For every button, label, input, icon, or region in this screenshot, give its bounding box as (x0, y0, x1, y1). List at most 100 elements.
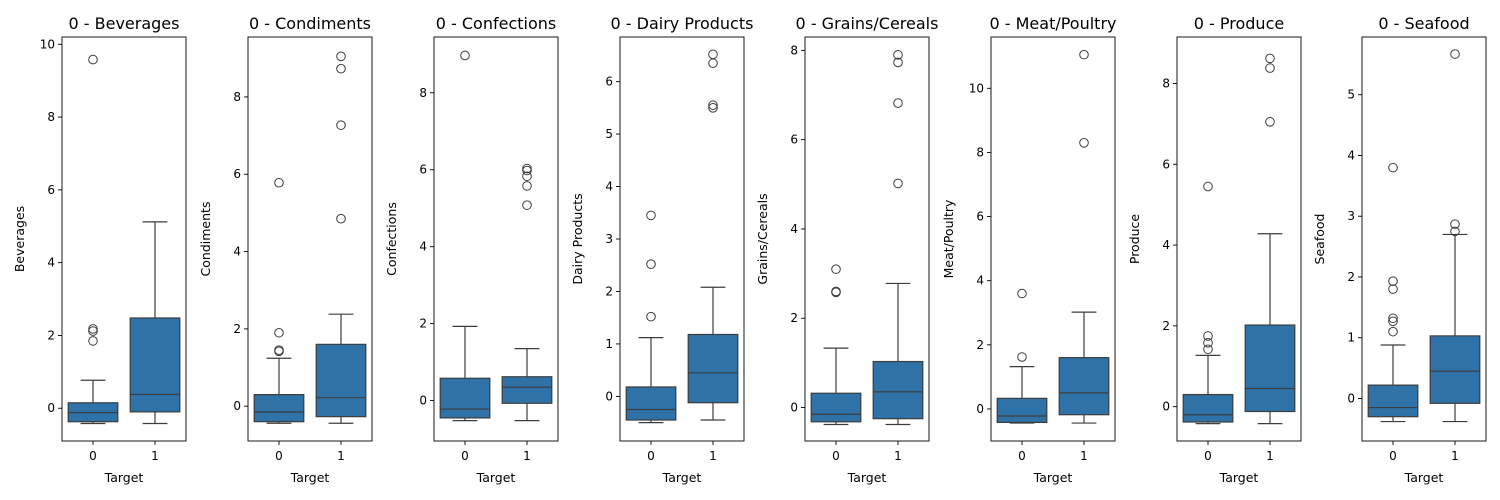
subplot-title: 0 - Grains/Cereals (796, 14, 939, 33)
box-group (67, 54, 119, 425)
y-tick-label: 2 (233, 322, 241, 336)
x-tick-label: 0 (1204, 449, 1212, 463)
y-tick-label: 4 (605, 180, 613, 194)
y-axis-label: Grains/Cereals (755, 193, 770, 284)
outlier-point (88, 326, 98, 336)
outlier-point (274, 177, 284, 188)
box (996, 397, 1048, 424)
y-tick-label: 4 (47, 256, 55, 270)
box-group (1058, 49, 1110, 424)
box (439, 377, 491, 419)
axes-frame (247, 36, 373, 442)
x-tick-label: 1 (1080, 449, 1088, 463)
box-group (996, 288, 1048, 424)
box-group (439, 50, 491, 422)
box-group (501, 163, 553, 422)
subplot-2: 0 2 4 6 8 0 1 0 - Confections Target Confections (384, 14, 559, 485)
y-tick-label: 10 (969, 81, 984, 95)
outlier-point (1017, 352, 1027, 362)
subplot-title: 0 - Seafood (1378, 14, 1469, 33)
box (1367, 384, 1419, 418)
box (872, 360, 924, 420)
subplot-5: 0 2 4 6 8 10 0 1 0 - Meat/Poultry Target Meat/Poul… (941, 14, 1117, 485)
outlier-point (708, 100, 718, 111)
box (1429, 335, 1481, 404)
outlier-point (1079, 138, 1089, 148)
x-tick-label: 0 (461, 449, 469, 463)
outlier-point (522, 200, 532, 210)
x-axis-label: Target (1033, 470, 1073, 485)
y-tick-label: 2 (47, 328, 55, 342)
outlier-point (893, 178, 903, 189)
box-group (1429, 49, 1481, 423)
outlier-point (1265, 117, 1275, 127)
axes-frame (1176, 36, 1302, 442)
x-tick-label: 1 (151, 449, 159, 463)
outlier-point (646, 259, 656, 269)
y-tick-label: 0 (233, 399, 241, 413)
axes-frame (433, 36, 559, 442)
outlier-point (1203, 331, 1213, 341)
x-tick-label: 0 (1389, 449, 1397, 463)
y-axis-label: Confections (384, 202, 399, 276)
box-group (687, 49, 739, 421)
axes-frame (61, 36, 187, 442)
box (129, 317, 181, 413)
x-tick-label: 1 (1451, 449, 1459, 463)
outlier-point (1388, 326, 1398, 337)
y-tick-label: 6 (1162, 157, 1170, 171)
outlier-point (522, 165, 532, 176)
y-tick-label: 4 (419, 240, 427, 254)
outlier-point (1388, 313, 1398, 324)
x-tick-label: 0 (647, 449, 655, 463)
outlier-point (893, 57, 903, 68)
box-group (1367, 162, 1419, 423)
outlier-point (646, 210, 656, 221)
x-tick-label: 1 (337, 449, 345, 463)
outlier-point (522, 181, 532, 191)
y-axis-label: Seafood (1312, 214, 1327, 265)
outlier-point (1203, 181, 1213, 192)
y-tick-label: 2 (790, 311, 798, 325)
outlier-point (1017, 288, 1027, 299)
y-tick-label: 6 (605, 75, 613, 89)
box (1182, 393, 1234, 423)
outlier-point (1450, 226, 1460, 237)
outlier-point (522, 163, 532, 174)
box-group (625, 210, 677, 424)
x-axis-label: Target (104, 470, 144, 485)
box (810, 392, 862, 423)
outlier-point (708, 58, 718, 69)
outlier-point (88, 336, 98, 346)
outlier-point (274, 345, 284, 355)
y-tick-label: 8 (47, 110, 55, 124)
y-axis-label: Condiments (198, 202, 213, 277)
y-tick-label: 1 (1347, 331, 1355, 345)
outlier-point (88, 324, 98, 334)
box (687, 333, 739, 404)
outlier-point (1203, 344, 1213, 355)
outlier-point (1388, 162, 1398, 173)
subplot-title: 0 - Beverages (69, 14, 180, 33)
x-tick-label: 1 (1266, 449, 1274, 463)
box (501, 376, 553, 404)
x-axis-label: Target (1219, 470, 1259, 485)
box (315, 343, 367, 418)
outlier-point (893, 50, 903, 60)
x-axis-label: Target (290, 470, 330, 485)
y-axis-label: Produce (1127, 214, 1142, 265)
y-tick-label: 8 (419, 86, 427, 100)
y-tick-label: 8 (233, 90, 241, 104)
y-axis-label: Meat/Poultry (941, 199, 956, 278)
y-tick-label: 0 (47, 401, 55, 415)
outlier-point (646, 311, 656, 322)
subplot-title: 0 - Meat/Poultry (989, 14, 1116, 33)
box-group (810, 264, 862, 426)
subplot-7: 0 1 2 3 4 5 0 1 0 - Seafood Target Seafood (1312, 14, 1487, 485)
y-tick-label: 4 (233, 245, 241, 259)
y-tick-label: 3 (605, 232, 613, 246)
subplot-6: 0 2 4 6 8 0 1 0 - Produce Target Produce (1127, 14, 1302, 485)
y-tick-label: 6 (976, 210, 984, 224)
outlier-point (893, 98, 903, 108)
